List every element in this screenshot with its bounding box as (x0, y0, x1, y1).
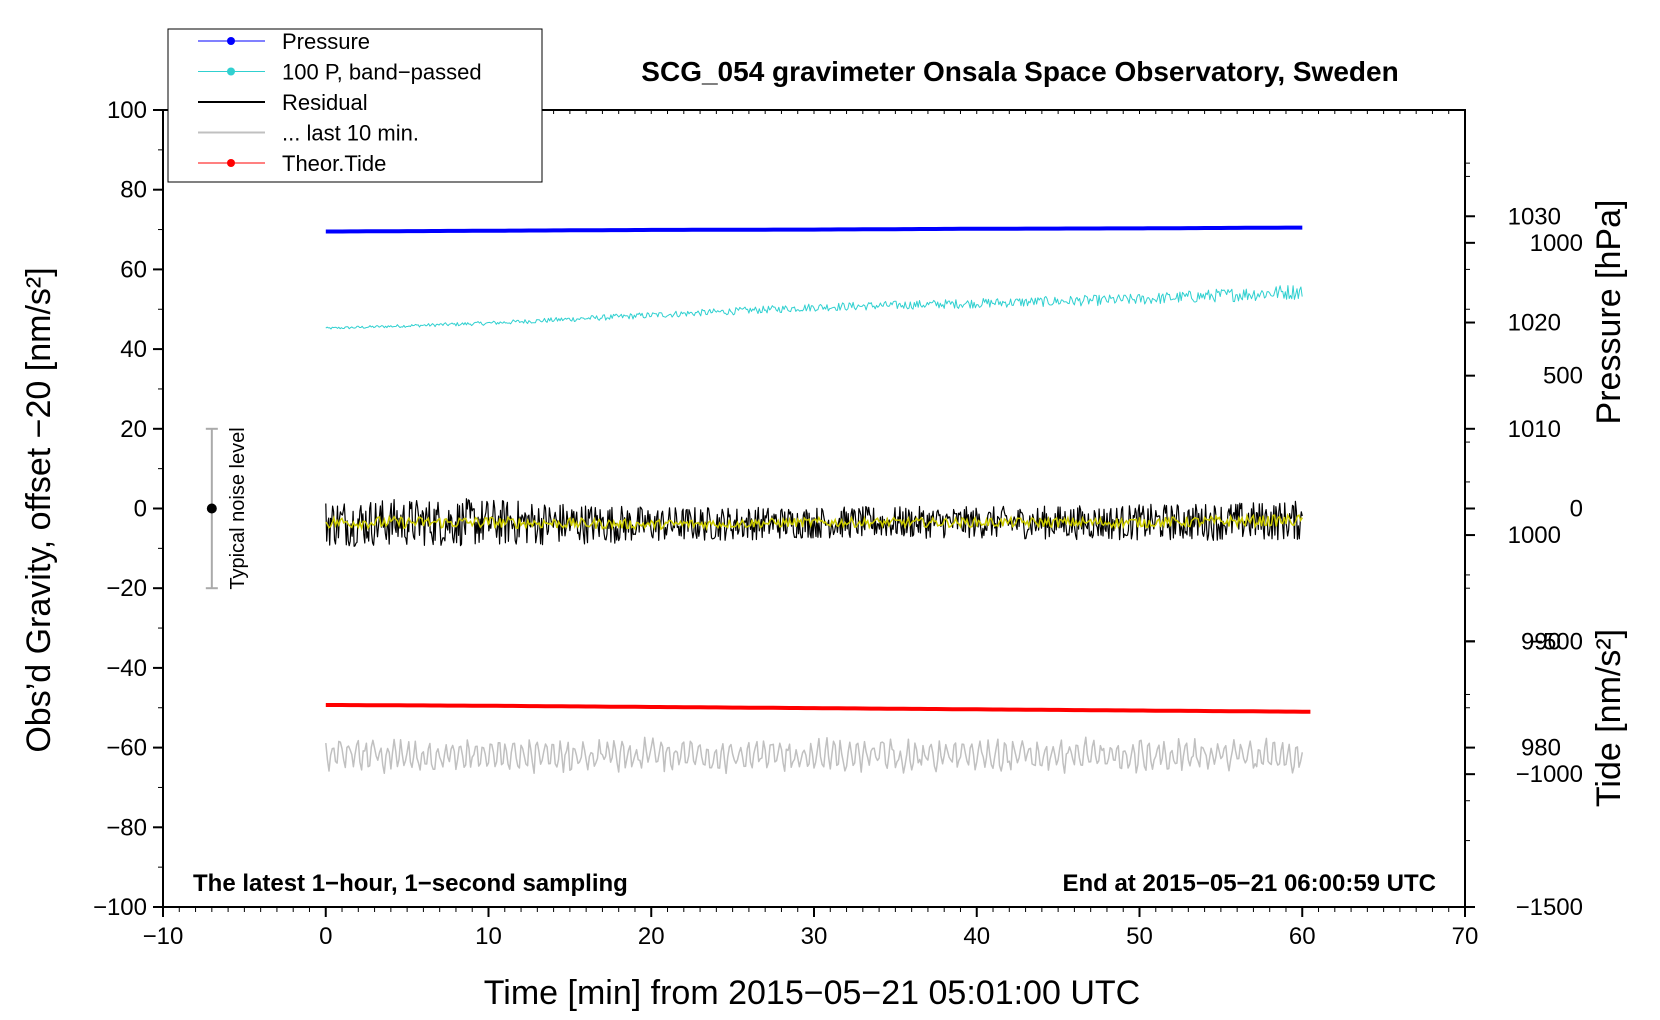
series-line-0 (325, 225, 1303, 234)
x-tick-label: 10 (475, 923, 502, 950)
y-axis-title-pressure: Pressure [hPa] (1590, 200, 1628, 425)
legend-label-0: Pressure (282, 29, 370, 54)
x-tick-label: 30 (801, 923, 828, 950)
axis-ticks: −10 0 10 20 30 40 50 60 70100806040200−20−40−60−… (93, 97, 1583, 950)
noise-level-bar: Typical noise level (205, 427, 249, 590)
x-tick-label: 40 (963, 923, 990, 950)
tide-tick-label: −500 (1529, 628, 1583, 655)
legend: Pressure 100 P, band−passed Residual ... la… (167, 28, 543, 183)
y-tick-label: 40 (120, 336, 147, 363)
noise-level-label: Typical noise level (227, 427, 249, 589)
y-tick-label: −40 (106, 655, 147, 682)
legend-marker-4 (227, 159, 235, 167)
y-tick-label: 60 (120, 256, 147, 283)
series-line-1 (325, 285, 1303, 330)
pressure-tick-label: 990 (1521, 628, 1561, 655)
y-tick-label: −100 (93, 894, 147, 921)
pressure-tick-label: 980 (1521, 735, 1561, 762)
x-tick-label: 60 (1289, 923, 1316, 950)
series-line-3 (325, 736, 1304, 775)
legend-label-4: Theor.Tide (282, 151, 386, 176)
pressure-tick-label: 1000 (1508, 522, 1561, 549)
x-tick-label: 20 (638, 923, 665, 950)
y-tick-label: −60 (106, 735, 147, 762)
tide-tick-label: −1500 (1516, 894, 1583, 921)
y-tick-label: −80 (106, 814, 147, 841)
filtered-residual-line (325, 512, 1303, 532)
annotation-sampling: The latest 1−hour, 1−second sampling (193, 870, 628, 897)
x-tick-label: 70 (1452, 923, 1479, 950)
y-tick-label: 20 (120, 416, 147, 443)
noise-bar-center-dot (206, 503, 217, 514)
x-axis-title: Time [min] from 2015−05−21 05:01:00 UTC (484, 974, 1140, 1012)
chart-title: SCG_054 gravimeter Onsala Space Observat… (641, 56, 1398, 87)
legend-marker-0 (227, 37, 235, 45)
legend-marker-1 (227, 67, 235, 76)
y-tick-label: 80 (120, 177, 147, 204)
x-tick-label: −10 (143, 923, 184, 950)
legend-label-3: ... last 10 min. (282, 121, 419, 146)
series-layer (325, 225, 1311, 775)
y-axis-title-left: Obs’d Gravity, offset −20 [nm/s²] (20, 267, 58, 752)
legend-label-1: 100 P, band−passed (282, 60, 482, 85)
pressure-tick-label: 1020 (1508, 310, 1561, 337)
pressure-tick-label: 1010 (1508, 416, 1561, 443)
tide-tick-label: 500 (1543, 363, 1583, 390)
y-axis-title-tide: Tide [nm/s²] (1590, 629, 1628, 807)
legend-label-2: Residual (282, 90, 368, 115)
y-tick-label: 0 (134, 496, 147, 523)
legend-box (167, 28, 543, 183)
annotation-end-time: End at 2015−05−21 06:00:59 UTC (1062, 870, 1436, 897)
x-tick-label: 0 (319, 923, 332, 950)
y-tick-label: −20 (106, 575, 147, 602)
series-line-4 (325, 703, 1311, 714)
tide-tick-label: 1000 (1530, 230, 1583, 257)
y-tick-label: 100 (107, 97, 147, 124)
tide-tick-label: −1000 (1516, 761, 1583, 788)
x-tick-label: 50 (1126, 923, 1153, 950)
pressure-tick-label: 1030 (1508, 203, 1561, 230)
tide-tick-label: 0 (1570, 496, 1583, 523)
